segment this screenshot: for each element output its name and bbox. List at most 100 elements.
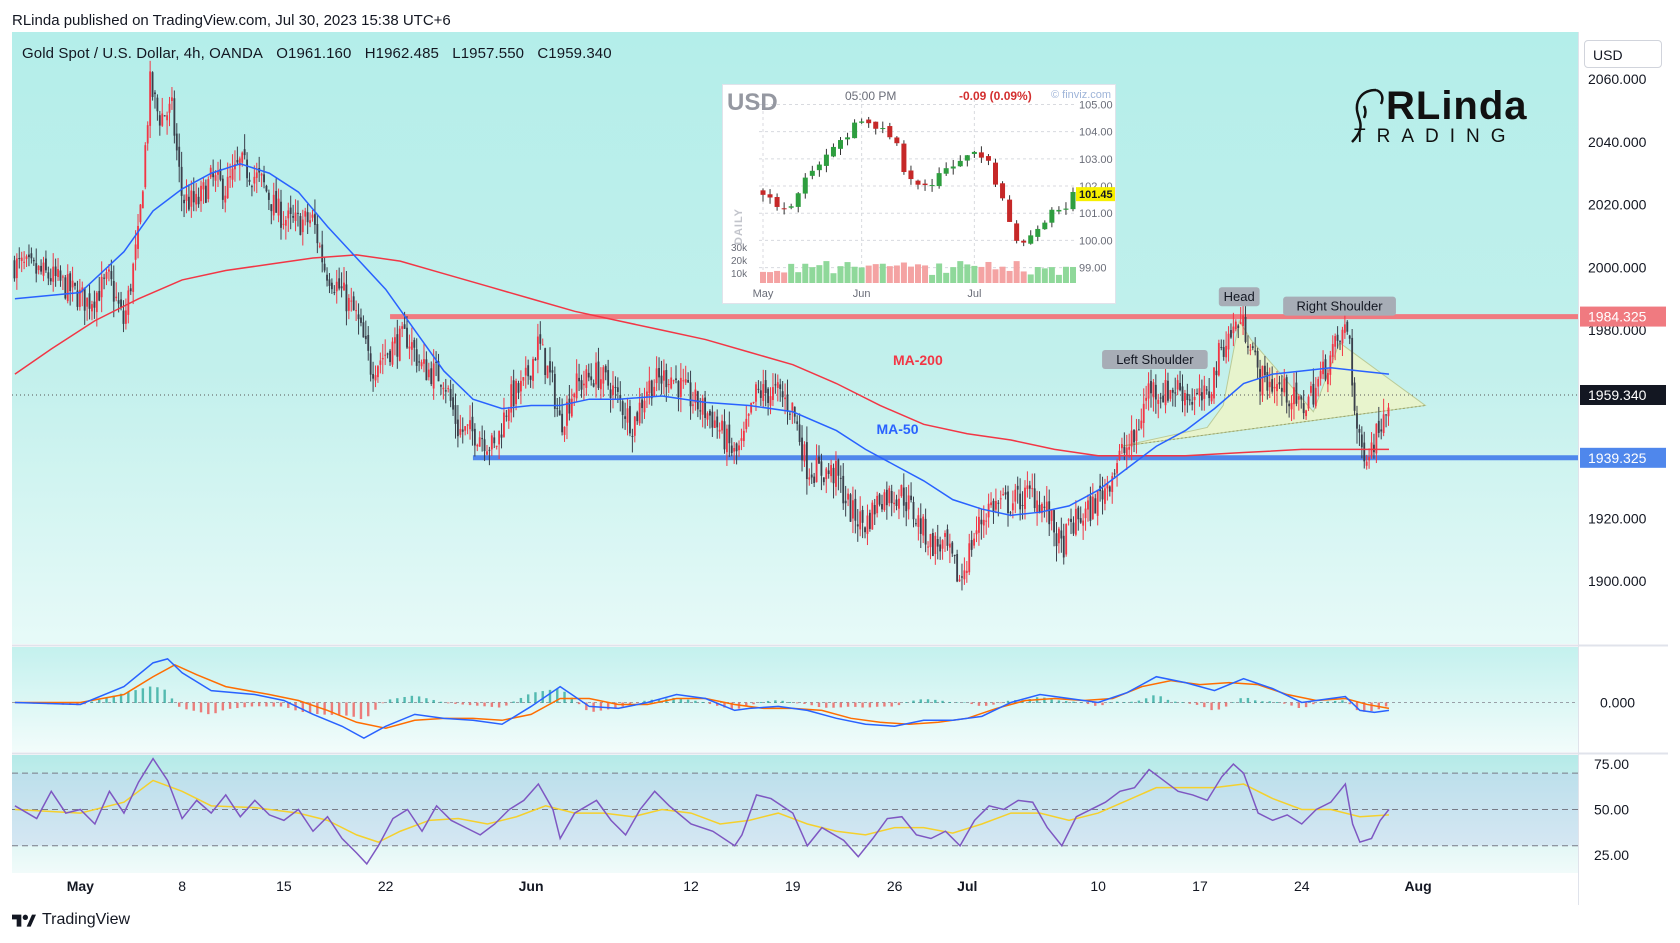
candle-body: [40, 265, 43, 272]
currency-button[interactable]: USD: [1584, 40, 1662, 68]
macd-histogram-bar: [1123, 702, 1126, 703]
macd-histogram-bar: [454, 702, 457, 704]
macd-histogram-bar: [345, 702, 348, 716]
candle-body: [1150, 380, 1152, 394]
ohlc-high: H1962.485: [364, 45, 439, 62]
macd-histogram-bar: [1181, 702, 1184, 703]
macd-histogram-bar: [941, 700, 944, 703]
candle-body: [934, 535, 937, 555]
inset-volume-label: 10k: [731, 269, 748, 280]
rsi-pane[interactable]: [12, 755, 1578, 873]
rsi-ma-line: [14, 779, 1390, 843]
macd-histogram-bar: [163, 689, 166, 703]
candle-body: [1077, 507, 1080, 520]
candle-body: [396, 334, 399, 357]
macd-histogram-bar: [134, 690, 137, 703]
candle-body: [42, 262, 45, 276]
candle-body: [112, 280, 115, 302]
candle-body: [369, 353, 372, 375]
candle-body: [328, 279, 331, 286]
inset-volume-bar: [1034, 267, 1041, 283]
candle-body: [28, 254, 30, 258]
candle-body: [878, 494, 881, 505]
symbol-name[interactable]: Gold Spot / U.S. Dollar, 4h, OANDA: [22, 45, 263, 62]
candle-body: [1322, 361, 1324, 375]
candle-body: [423, 359, 425, 364]
price-axis[interactable]: [1578, 32, 1668, 905]
candle-body: [1382, 414, 1385, 433]
candle-body: [391, 341, 394, 365]
candle-body: [1087, 500, 1089, 510]
candle-body: [1203, 385, 1206, 399]
candle-body: [662, 370, 665, 381]
candle-body: [129, 288, 132, 292]
macd-histogram-bar: [178, 702, 181, 707]
candle-body: [481, 438, 484, 440]
candle-body: [91, 304, 93, 312]
candle-body: [1101, 490, 1104, 500]
candle-body: [241, 152, 244, 163]
time-tick-label: 24: [1294, 878, 1310, 894]
macd-histogram-bar: [1050, 699, 1053, 703]
candle-body: [939, 544, 942, 552]
candle-body: [558, 410, 561, 416]
macd-histogram-bar: [337, 702, 341, 715]
candle-body: [473, 428, 476, 446]
candle-body: [536, 336, 539, 360]
macd-histogram-bar: [403, 697, 406, 703]
candle-body: [229, 176, 232, 178]
candle-body: [1293, 387, 1295, 405]
candle-body: [706, 413, 709, 420]
candle-body: [624, 416, 627, 419]
price-tick-label: 1900.000: [1588, 573, 1647, 589]
pattern-label: Head: [1224, 289, 1255, 304]
candle-body: [866, 515, 869, 534]
macd-pane[interactable]: [12, 647, 1578, 752]
candle-body: [830, 465, 833, 477]
time-axis[interactable]: [12, 873, 1578, 905]
candle-body: [1123, 446, 1126, 453]
candle-body: [1067, 519, 1070, 521]
macd-histogram-bar: [359, 702, 363, 720]
macd-histogram-bar: [417, 696, 421, 703]
logo-word: RLinda: [1386, 84, 1528, 128]
candle-body: [1198, 388, 1201, 396]
candle-body: [1128, 446, 1131, 450]
candle-body: [1259, 369, 1261, 392]
macd-histogram-bar: [272, 702, 275, 707]
candle-body: [786, 394, 789, 412]
candle-body: [503, 412, 505, 437]
inset-month-label: Jul: [967, 288, 981, 300]
candle-body: [83, 287, 86, 311]
candle-body: [507, 409, 510, 421]
ma-label: MA-50: [877, 421, 919, 437]
tradingview-logo-icon: [12, 914, 36, 927]
candle-body: [1065, 524, 1068, 555]
symbol-legend[interactable]: Gold Spot / U.S. Dollar, 4h, OANDA O1961…: [22, 45, 621, 62]
macd-histogram-bar: [483, 702, 486, 707]
tradingview-footer[interactable]: TradingView: [12, 911, 130, 929]
candle-body: [563, 426, 566, 435]
candle-body: [757, 388, 760, 390]
candle-body: [413, 340, 416, 348]
candle-body: [35, 263, 38, 274]
inset-candle-body: [971, 151, 977, 154]
macd-histogram-bar: [708, 702, 712, 705]
rsi-tick-label: 75.00: [1594, 756, 1629, 772]
inset-volume-bar: [1070, 266, 1076, 283]
candle-body: [859, 511, 862, 530]
candle-body: [861, 509, 864, 523]
candle-body: [1295, 382, 1298, 404]
candle-body: [100, 276, 103, 298]
inset-volume-bar: [767, 272, 774, 283]
inset-volume-bar: [936, 263, 943, 283]
macd-histogram-bar: [1355, 702, 1359, 711]
candle-body: [532, 359, 534, 381]
pattern-label: Left Shoulder: [1116, 352, 1194, 367]
candle-body: [1232, 326, 1235, 334]
candle-body: [1191, 401, 1194, 405]
candle-body: [464, 426, 467, 431]
inset-title: USD: [727, 89, 778, 116]
candle-body: [1108, 486, 1111, 492]
